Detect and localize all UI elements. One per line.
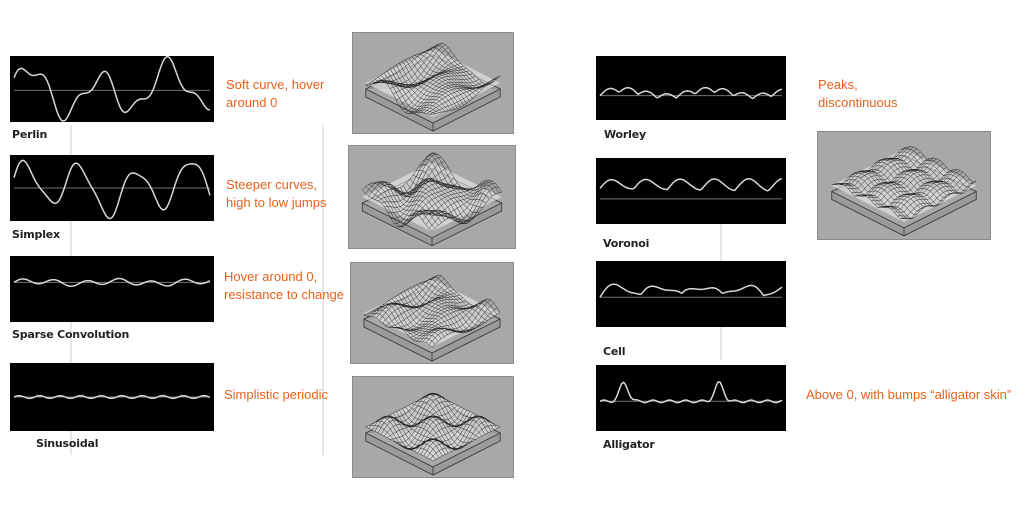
worley-graph [596, 56, 786, 120]
sparse-convolution-surface-render [350, 262, 514, 364]
sinusoidal-waveform [13, 394, 211, 400]
noise-curve [13, 277, 211, 288]
sinusoidal-graph [10, 363, 214, 431]
perlin-description: Soft curve, hover around 0 [226, 77, 325, 110]
perlin-surface-mesh [364, 42, 502, 132]
alligator-label: Alligator [603, 438, 655, 451]
surface-fill [831, 149, 977, 222]
surface-wireframe [365, 392, 501, 462]
worley-waveform [599, 86, 783, 100]
simplex-surface-mesh [361, 152, 503, 247]
perlin-graph [10, 56, 214, 122]
cell-waveform [599, 283, 783, 298]
noise-curve [13, 159, 211, 220]
surface-fill [365, 393, 501, 461]
alligator-graph [596, 365, 786, 431]
perlin-surface-render [352, 32, 514, 134]
sparse-convolution-label: Sparse Convolution [12, 328, 130, 341]
sinusoidal-description: Simplistic periodic [224, 387, 329, 402]
simplex-label: Simplex [12, 228, 60, 241]
surface-fill [365, 49, 501, 117]
noise-curve [599, 177, 783, 192]
worley-surface-mesh [830, 146, 978, 237]
simplex-description: Steeper curves, high to low jumps [226, 177, 327, 210]
sinusoidal-surface-mesh [364, 392, 502, 476]
noise-curve [13, 56, 211, 122]
sinusoidal-label: Sinusoidal [36, 437, 99, 450]
voronoi-graph [596, 158, 786, 224]
surface-wireframe [831, 146, 977, 220]
surface-wireframe [365, 42, 501, 115]
perlin-label: Perlin [12, 128, 48, 141]
perlin-waveform [13, 56, 211, 122]
worley-description: Peaks, discontinuous [818, 77, 898, 110]
sparse-convolution-waveform [13, 277, 211, 288]
alligator-description: Above 0, with bumps “alligator skin” [806, 387, 1012, 402]
sparse-convolution-graph [10, 256, 214, 322]
sinusoidal-surface-render [352, 376, 514, 478]
surface-wireframe [363, 274, 501, 348]
sparse-convolution-surface-mesh [363, 274, 501, 362]
simplex-surface-render [348, 145, 516, 249]
noise-curve [599, 380, 783, 404]
simplex-waveform [13, 159, 211, 220]
cell-label: Cell [603, 345, 626, 358]
cell-graph [596, 261, 786, 327]
surface-fill [363, 279, 501, 347]
voronoi-label: Voronoi [603, 237, 650, 250]
simplex-graph [10, 155, 214, 221]
sparse-convolution-description: Hover around 0, resistance to change [224, 269, 344, 302]
noise-curve [599, 86, 783, 100]
voronoi-waveform [599, 177, 783, 200]
worley-surface-render [817, 131, 991, 240]
noise-curve [599, 283, 783, 298]
worley-label: Worley [604, 128, 646, 141]
noise-curve [13, 394, 211, 400]
surface-fill [362, 162, 502, 232]
surface-wireframe [362, 152, 502, 232]
alligator-waveform [599, 380, 783, 404]
